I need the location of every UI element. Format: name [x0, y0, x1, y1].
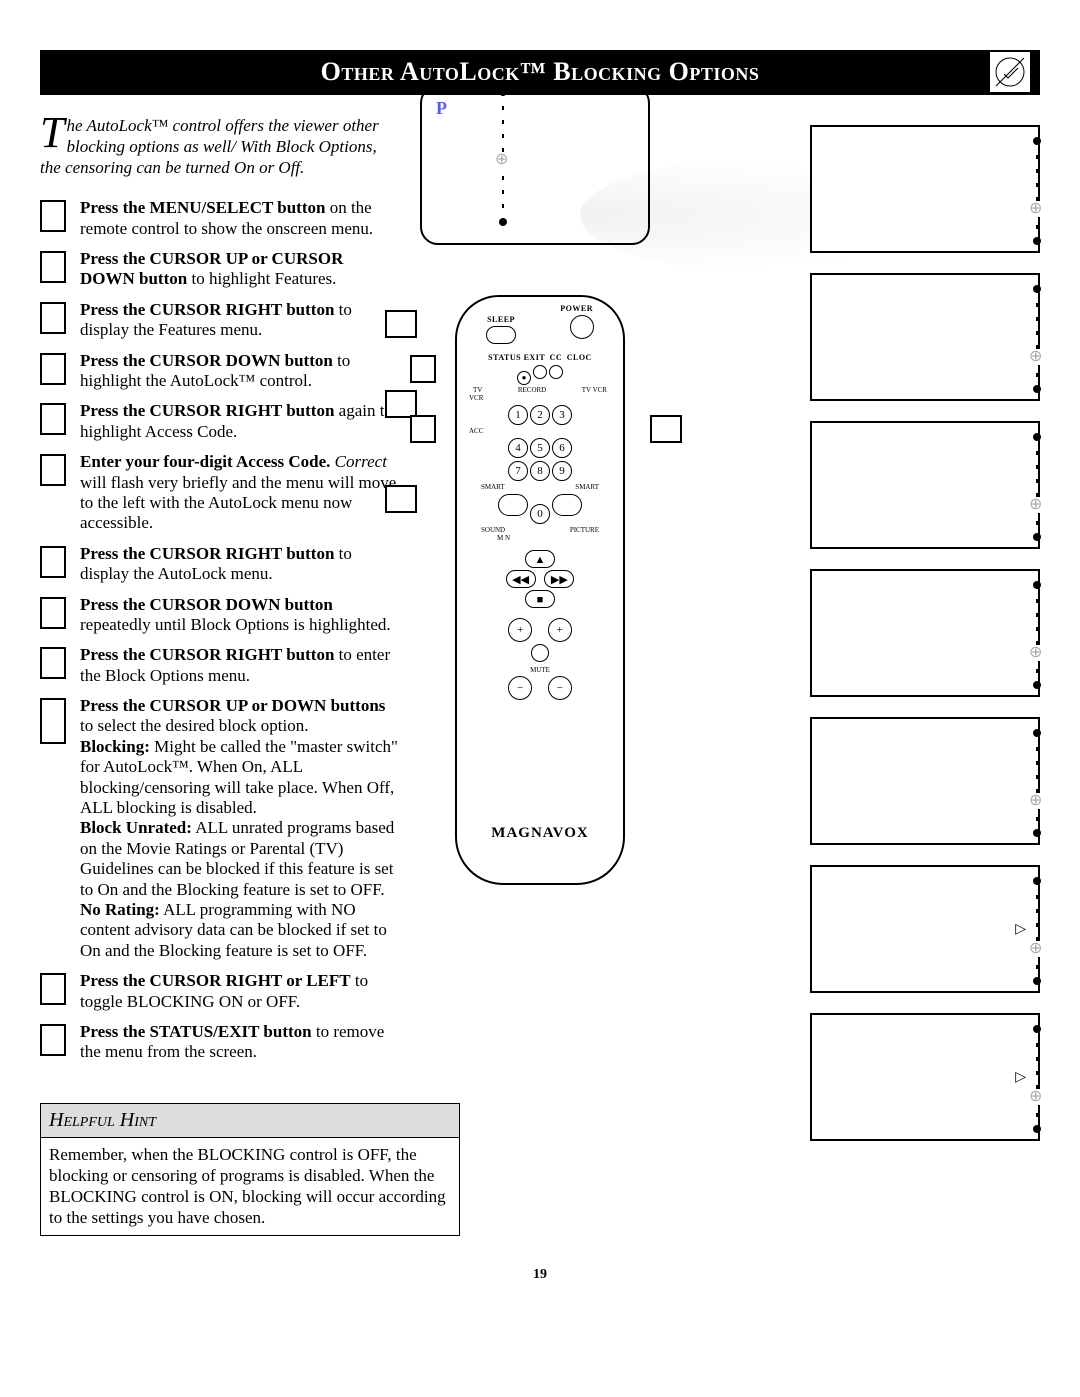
step-text: Press the CURSOR UP or DOWN buttons to s…	[80, 696, 400, 961]
corner-icon	[988, 50, 1032, 94]
helpful-hint-box: Helpful Hint Remember, when the BLOCKING…	[40, 1103, 460, 1236]
step-text: Press the STATUS/EXIT button to remove t…	[80, 1022, 400, 1063]
callout-box	[385, 390, 417, 418]
step-checkbox	[40, 973, 66, 1005]
arrow-right-icon: ▷	[1015, 1069, 1026, 1087]
ch-down[interactable]: −	[548, 676, 572, 700]
sleep-button[interactable]	[486, 326, 516, 344]
callout-box	[410, 355, 436, 383]
step-checkbox	[40, 353, 66, 385]
menu-panel: ⊕	[810, 421, 1040, 549]
num-1[interactable]: 1	[508, 405, 528, 425]
num-0[interactable]: 0	[530, 504, 550, 524]
step-checkbox	[40, 647, 66, 679]
step-text: Press the CURSOR DOWN button repeatedly …	[80, 595, 400, 636]
arrow-right-icon: ▷	[1015, 921, 1026, 939]
cloc-button[interactable]	[549, 365, 563, 379]
cc-button[interactable]	[533, 365, 547, 379]
steps-list: Press the MENU/SELECT button on the remo…	[40, 198, 400, 1062]
intro-text: he AutoLock™ control offers the viewer o…	[40, 116, 379, 178]
smart-picture[interactable]	[552, 494, 582, 516]
callout-box	[385, 310, 417, 338]
num-5[interactable]: 5	[530, 438, 550, 458]
step-text: Press the MENU/SELECT button on the remo…	[80, 198, 400, 239]
menu-panel: ⊕	[810, 717, 1040, 845]
num-8[interactable]: 8	[530, 461, 550, 481]
callout-box	[650, 415, 682, 443]
status-button[interactable]: ●	[517, 371, 531, 385]
vol-down[interactable]: −	[508, 676, 532, 700]
cursor-right[interactable]: ▶▶	[544, 570, 574, 588]
step-checkbox	[40, 1024, 66, 1056]
step-text: Press the CURSOR RIGHT button to enter t…	[80, 645, 400, 686]
step-text: Press the CURSOR RIGHT or LEFT to toggle…	[80, 971, 400, 1012]
menu-panel: ⊕	[810, 273, 1040, 401]
hint-body: Remember, when the BLOCKING control is O…	[41, 1138, 459, 1235]
ch-up[interactable]: +	[548, 618, 572, 642]
callout-box	[410, 415, 436, 443]
num-9[interactable]: 9	[552, 461, 572, 481]
cursor-up[interactable]: ▲	[525, 550, 555, 568]
menu-panel: ⊕▷	[810, 1013, 1040, 1141]
tv-screen: P ⊕	[420, 85, 650, 245]
illustration-area: P ⊕ POWER SLEEP STATUS EXIT CC CLOC ● TV…	[400, 95, 1040, 1155]
cursor-down[interactable]: ■	[525, 590, 555, 608]
num-2[interactable]: 2	[530, 405, 550, 425]
menu-panel: ⊕	[810, 125, 1040, 253]
power-button[interactable]	[570, 315, 594, 339]
drop-cap: T	[40, 115, 64, 150]
page-number: 19	[40, 1266, 1040, 1284]
step-checkbox	[40, 698, 66, 744]
tv-p-label: P	[436, 97, 447, 120]
step-text: Enter your four-digit Access Code. Corre…	[80, 452, 400, 534]
page-title: Other AutoLock™ Blocking Options	[321, 57, 760, 86]
sleep-label: SLEEP	[487, 315, 515, 324]
step-checkbox	[40, 302, 66, 334]
remote-brand: MAGNAVOX	[457, 824, 623, 843]
mute-button[interactable]	[531, 644, 549, 662]
vol-up[interactable]: +	[508, 618, 532, 642]
step-checkbox	[40, 597, 66, 629]
step-checkbox	[40, 251, 66, 283]
num-3[interactable]: 3	[552, 405, 572, 425]
cursor-left[interactable]: ◀◀	[506, 570, 536, 588]
power-label: POWER	[560, 304, 593, 313]
smart-sound[interactable]	[498, 494, 528, 516]
step-text: Press the CURSOR RIGHT button to display…	[80, 300, 400, 341]
step-text: Press the CURSOR RIGHT button to display…	[80, 544, 400, 585]
step-text: Press the CURSOR DOWN button to highligh…	[80, 351, 400, 392]
step-text: Press the CURSOR RIGHT button again to h…	[80, 401, 400, 442]
step-checkbox	[40, 454, 66, 486]
num-7[interactable]: 7	[508, 461, 528, 481]
menu-panel: ⊕	[810, 569, 1040, 697]
step-checkbox	[40, 546, 66, 578]
num-4[interactable]: 4	[508, 438, 528, 458]
num-6[interactable]: 6	[552, 438, 572, 458]
remote-control: POWER SLEEP STATUS EXIT CC CLOC ● TVRECO…	[455, 295, 625, 885]
step-checkbox	[40, 403, 66, 435]
hint-heading: Helpful Hint	[41, 1104, 459, 1138]
step-checkbox	[40, 200, 66, 232]
menu-panel: ⊕▷	[810, 865, 1040, 993]
intro-paragraph: The AutoLock™ control offers the viewer …	[40, 115, 400, 179]
step-text: Press the CURSOR UP or CURSOR DOWN butto…	[80, 249, 400, 290]
callout-box	[385, 485, 417, 513]
